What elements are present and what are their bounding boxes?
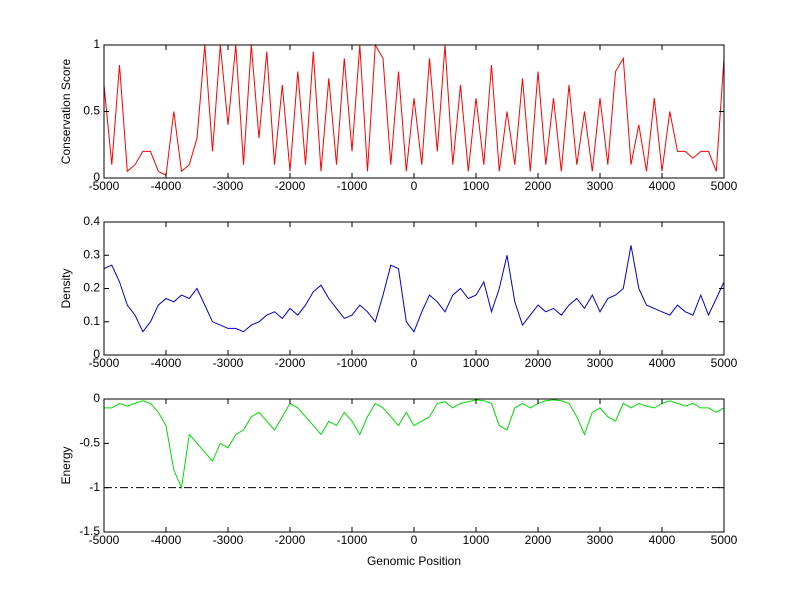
y-axis-label: Density	[59, 268, 73, 308]
x-tick-label: -4000	[151, 533, 182, 547]
y-tick-label: 0.4	[83, 214, 100, 228]
y-tick-label: 0.3	[83, 247, 100, 261]
y-tick-label: 0.2	[83, 281, 100, 295]
y-tick-label: -1	[89, 480, 100, 494]
x-tick-label: 1000	[463, 533, 490, 547]
y-tick-label: 0	[93, 170, 100, 184]
x-tick-label: -5000	[89, 533, 120, 547]
x-tick-label: 2000	[525, 356, 552, 370]
x-tick-label: -2000	[275, 356, 306, 370]
x-tick-label: 3000	[587, 533, 614, 547]
x-tick-label: 5000	[711, 533, 738, 547]
x-tick-label: 0	[411, 533, 418, 547]
y-tick-label: 0	[93, 347, 100, 361]
x-axis-label: Genomic Position	[367, 554, 461, 568]
x-tick-label: 3000	[587, 179, 614, 193]
x-tick-label: 4000	[649, 533, 676, 547]
y-tick-label: -1.5	[79, 524, 100, 538]
data-line	[103, 245, 725, 333]
x-tick-label: 5000	[711, 179, 738, 193]
x-tick-label: -1000	[337, 356, 368, 370]
plot-area	[104, 222, 724, 355]
x-tick-label: -1000	[337, 179, 368, 193]
x-tick-label: -4000	[151, 356, 182, 370]
y-tick-label: 1	[93, 37, 100, 51]
y-tick-label: 0	[93, 391, 100, 405]
x-tick-label: 2000	[525, 179, 552, 193]
x-tick-label: -1000	[337, 533, 368, 547]
data-line	[104, 399, 725, 490]
y-axis-label: Conservation Score	[59, 58, 73, 164]
x-tick-label: -3000	[213, 356, 244, 370]
y-axis-label: Energy	[59, 446, 73, 484]
plot-area	[104, 45, 724, 178]
x-tick-label: 5000	[711, 356, 738, 370]
x-tick-label: 0	[411, 356, 418, 370]
y-tick-label: 0.5	[83, 104, 100, 118]
x-tick-label: -2000	[275, 533, 306, 547]
x-tick-label: 3000	[587, 356, 614, 370]
x-tick-label: -3000	[213, 533, 244, 547]
x-tick-label: -2000	[275, 179, 306, 193]
subplot: -5000 -4000 -3000 -2000 -1000 0 1000 2000 3000 40…	[59, 214, 737, 370]
subplot: -5000 -4000 -3000 -2000 -1000 0 1000 2000 3000 40…	[59, 391, 737, 568]
x-tick-label: -4000	[151, 179, 182, 193]
data-line	[103, 43, 725, 177]
x-tick-label: 4000	[649, 179, 676, 193]
x-tick-label: 1000	[463, 179, 490, 193]
x-tick-label: 0	[411, 179, 418, 193]
x-tick-label: -3000	[213, 179, 244, 193]
subplot: -5000 -4000 -3000 -2000 -1000 0 1000 2000 3000 40…	[59, 37, 737, 193]
x-tick-label: 1000	[463, 356, 490, 370]
x-tick-label: 4000	[649, 356, 676, 370]
plot-area	[104, 399, 724, 532]
y-tick-label: -0.5	[79, 436, 100, 450]
x-tick-label: 2000	[525, 533, 552, 547]
x-tick-label: -5000	[89, 356, 120, 370]
x-tick-label: -5000	[89, 179, 120, 193]
y-tick-label: 0.1	[83, 314, 100, 328]
